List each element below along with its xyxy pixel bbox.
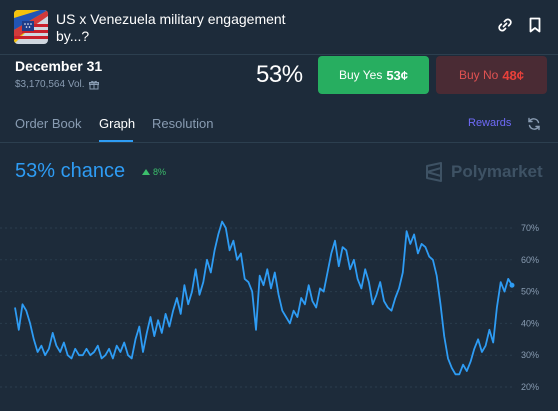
refresh-icon[interactable] bbox=[527, 117, 541, 131]
market-title: US x Venezuela military engagement by...… bbox=[56, 11, 286, 44]
y-tick-label: 30% bbox=[521, 350, 539, 360]
link-icon[interactable] bbox=[496, 16, 514, 34]
y-tick-label: 70% bbox=[521, 223, 539, 233]
buy-yes-price: 53¢ bbox=[386, 67, 409, 83]
chance-value: 53% chance bbox=[15, 160, 126, 182]
delta-text: 8% bbox=[153, 167, 167, 177]
buy-no-label: Buy No bbox=[458, 68, 499, 82]
volume-row: $3,170,564 Vol. bbox=[15, 79, 99, 90]
gift-icon bbox=[88, 80, 99, 89]
tab-order-book[interactable]: Order Book bbox=[15, 116, 82, 131]
tab-graph[interactable]: Graph bbox=[99, 116, 136, 131]
brand-name: Polymarket bbox=[451, 162, 543, 181]
tab-resolution[interactable]: Resolution bbox=[152, 116, 214, 131]
buy-yes-label: Buy Yes bbox=[338, 68, 383, 82]
active-tab-indicator bbox=[99, 140, 133, 142]
y-tick-label: 40% bbox=[521, 318, 539, 328]
series-line bbox=[14, 220, 513, 376]
flag-icon bbox=[14, 10, 48, 44]
chance-delta: 8% bbox=[142, 167, 166, 177]
tabs-divider bbox=[0, 142, 558, 143]
y-tick-label: 50% bbox=[521, 287, 539, 297]
buy-yes-button[interactable]: Buy Yes 53¢ bbox=[318, 56, 429, 94]
probability-chart[interactable]: 70% 60% 50% 40% 30% 20% bbox=[0, 200, 558, 411]
outcome-date: December 31 bbox=[15, 58, 103, 74]
buy-no-button[interactable]: Buy No 48¢ bbox=[436, 56, 547, 94]
y-tick-label: 60% bbox=[521, 255, 539, 265]
current-point bbox=[509, 282, 515, 288]
outcome-probability: 53% bbox=[256, 61, 303, 88]
bookmark-icon[interactable] bbox=[526, 16, 544, 34]
up-arrow-icon bbox=[142, 169, 150, 175]
buy-no-price: 48¢ bbox=[502, 67, 525, 83]
y-tick-label: 20% bbox=[521, 382, 539, 392]
polymarket-icon bbox=[426, 162, 442, 182]
polymarket-logo: Polymarket bbox=[424, 162, 543, 182]
market-header: US x Venezuela military engagement by...… bbox=[0, 0, 558, 54]
rewards-link[interactable]: Rewards bbox=[468, 117, 512, 129]
header-divider bbox=[0, 54, 558, 55]
volume-text: $3,170,564 Vol. bbox=[15, 79, 85, 90]
